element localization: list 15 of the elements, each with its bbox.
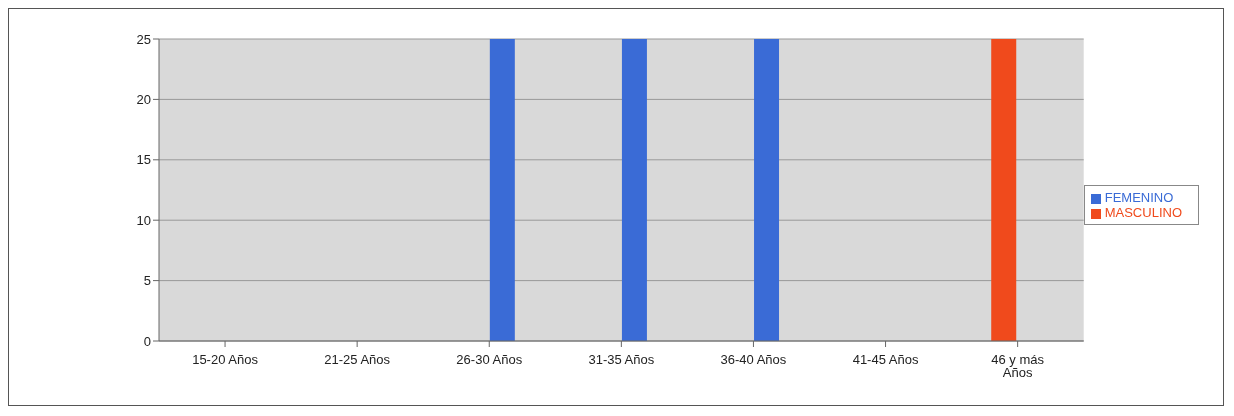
x-tick-label: 41-45 Años xyxy=(852,352,919,368)
x-tick-label: 46 y más Años xyxy=(991,352,1045,381)
x-tick-label: 31-35 Años xyxy=(588,352,655,368)
y-tick-label: 15 xyxy=(136,152,151,168)
y-tick-label: 20 xyxy=(136,92,151,108)
x-tick-label: 36-40 Años xyxy=(720,352,787,368)
legend-label: FEMENINO xyxy=(1104,190,1174,205)
y-tick-label: 0 xyxy=(143,333,151,349)
y-tick-label: 10 xyxy=(136,212,151,228)
y-tick-label: 25 xyxy=(136,31,151,47)
legend-label: MASCULINO xyxy=(1104,205,1182,220)
x-tick-label: 21-25 Años xyxy=(324,352,391,368)
x-tick-label: 26-30 Años xyxy=(456,352,523,368)
x-tick-label: 15-20 Años xyxy=(192,352,259,368)
y-tick-label: 5 xyxy=(143,273,151,289)
